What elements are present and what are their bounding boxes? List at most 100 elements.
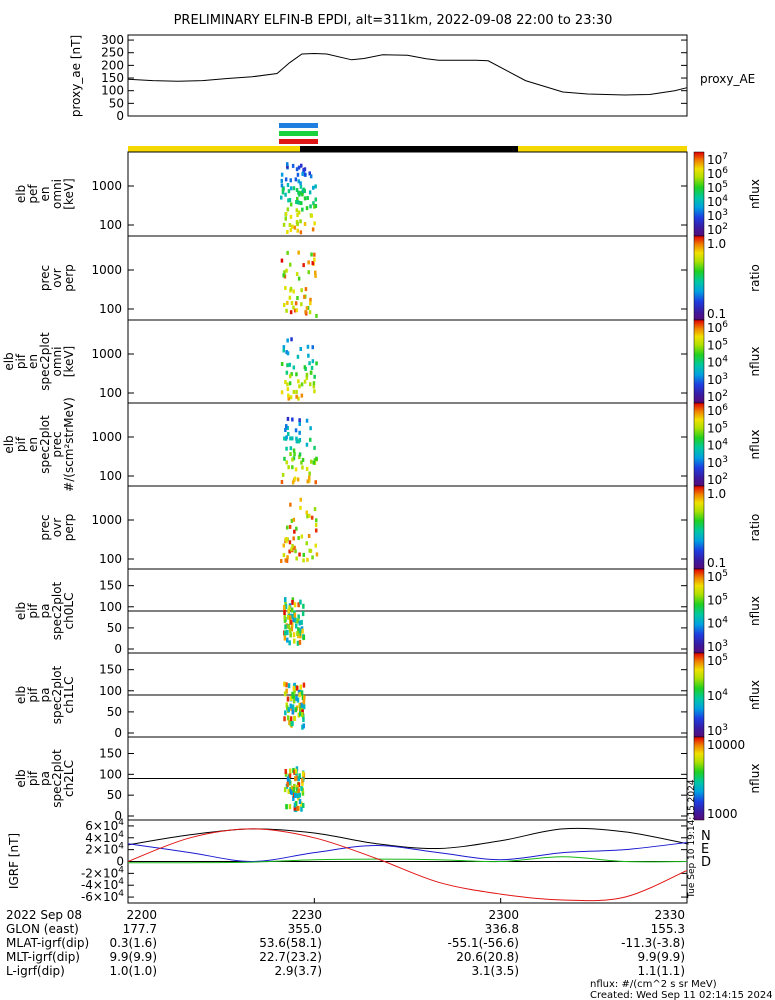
spectrogram-pixel	[303, 172, 307, 177]
panel-spectrogram	[280, 416, 318, 485]
panel-ylabel-line: prec	[38, 514, 52, 540]
proxy-ae-legend: proxy_AE	[700, 72, 755, 86]
spectrogram-pixel	[301, 695, 305, 700]
spectrogram-pixel	[292, 796, 295, 801]
panel-elb-pif-pa-ch2LC: 150100500elbpifpaspec2plotch2LC100001000…	[14, 736, 762, 823]
spectrogram-pixel	[305, 372, 309, 377]
spectrogram-pixel	[297, 627, 300, 633]
spectrogram-pixel	[302, 552, 305, 557]
spectrogram-pixel	[289, 202, 293, 207]
spectrogram-pixel	[285, 682, 288, 688]
spectrogram-pixel	[289, 502, 292, 507]
colorbar-tick-label: 104	[707, 438, 728, 453]
spectrogram-pixel	[293, 476, 297, 481]
panel-ytick-label: 100	[99, 600, 122, 614]
spectrogram-pixel	[301, 724, 304, 730]
panel-ytick-label: 100	[99, 302, 122, 316]
info-cell: 355.0	[288, 922, 322, 936]
spectrogram-pixel	[305, 541, 308, 546]
panel-ytick-label: 100	[99, 684, 122, 698]
spectrogram-pixel	[294, 768, 298, 774]
spectrogram-pixel	[299, 497, 302, 502]
spectrogram-pixel	[286, 705, 289, 711]
spectrogram-pixel	[291, 417, 294, 422]
spectrogram-pixel	[296, 228, 299, 233]
spectrogram-pixel	[292, 786, 296, 792]
spectrogram-pixel	[293, 225, 297, 230]
colorbar-tick-label: 106	[707, 403, 728, 418]
spectrogram-pixel	[297, 602, 300, 608]
spectrogram-pixel	[300, 460, 303, 465]
spectrogram-pixel	[302, 603, 305, 609]
proxy-ae-tick-label: 0	[116, 109, 124, 123]
spectrogram-pixel	[306, 557, 309, 562]
spectrogram-pixel	[300, 534, 304, 539]
spectrogram-pixel	[299, 181, 302, 186]
spectrogram-pixel	[301, 192, 304, 197]
colorbar-tick-label: 0.1	[707, 307, 726, 321]
spectrogram-pixel	[297, 614, 300, 620]
spectrogram-pixel	[297, 165, 301, 170]
spectrogram-pixel	[302, 168, 305, 173]
spectrogram-pixel	[284, 212, 288, 216]
spectrogram-pixel	[288, 804, 292, 810]
colorbar-gradient	[693, 151, 705, 237]
panel-ytick-label: 1000	[91, 179, 122, 193]
spectrogram-pixel	[313, 221, 316, 226]
info-cell: 336.8	[485, 922, 519, 936]
spectrogram-pixel	[289, 214, 293, 219]
spectrogram-pixel	[293, 805, 296, 811]
indicator-blue-bar	[279, 123, 318, 128]
spectrogram-pixel	[295, 556, 298, 561]
spectrogram-pixel	[290, 547, 293, 552]
panel-ytick-label: 1000	[91, 513, 122, 527]
spectrogram-pixel	[282, 348, 285, 353]
spectrogram-pixel	[291, 597, 295, 603]
spectrogram-pixel	[285, 702, 288, 708]
colorbar-gradient	[693, 736, 705, 821]
info-cell: 2330	[654, 908, 685, 922]
spectrogram-pixel	[297, 379, 300, 384]
spectrogram-pixel	[313, 445, 316, 450]
spectrogram-pixel	[313, 257, 316, 262]
spectrogram-pixel	[300, 382, 304, 387]
colorbar-gradient	[693, 568, 705, 654]
spectrogram-pixel	[290, 789, 293, 795]
panel-ylabel-line: [keV]	[62, 178, 76, 209]
spectrogram-pixel	[298, 773, 301, 779]
panel-ytick-label: 50	[107, 788, 122, 802]
spectrogram-pixel	[285, 460, 288, 465]
spectrogram-pixel	[297, 396, 300, 401]
spectrogram-pixel	[287, 624, 291, 630]
spectrogram-pixel	[285, 308, 288, 313]
spectrogram-pixel	[301, 778, 304, 784]
spectrogram-pixel	[311, 227, 315, 232]
spectrogram-pixel	[293, 802, 297, 808]
panel-ylabel-line: prec	[50, 431, 64, 457]
spectrogram-pixel	[285, 446, 288, 451]
panel-ytick-label: 1000	[91, 430, 122, 444]
spectrogram-pixel	[296, 784, 299, 790]
spectrogram-pixel	[301, 171, 304, 176]
spectrogram-pixel	[298, 452, 302, 457]
spectrogram-pixel	[314, 204, 318, 208]
spectrogram-pixel	[300, 702, 304, 708]
spectrogram-pixel	[302, 187, 306, 192]
panel-ylabel-line: pa	[38, 604, 52, 619]
spectrogram-pixel	[298, 630, 301, 636]
colorbar-label: nflux	[748, 764, 762, 794]
spectrogram-pixel	[297, 276, 301, 281]
colorbar-label: nflux	[748, 596, 762, 626]
panel-elb-pif-en-omni: 1000100elbpifenspec2plotomni[keV]1061051…	[2, 319, 762, 404]
spectrogram-pixel	[292, 698, 296, 704]
spectrogram-pixel	[299, 219, 302, 224]
spectrogram-pixel	[298, 455, 301, 459]
spectrogram-pixel	[308, 171, 311, 176]
spectrogram-pixel	[307, 478, 311, 483]
